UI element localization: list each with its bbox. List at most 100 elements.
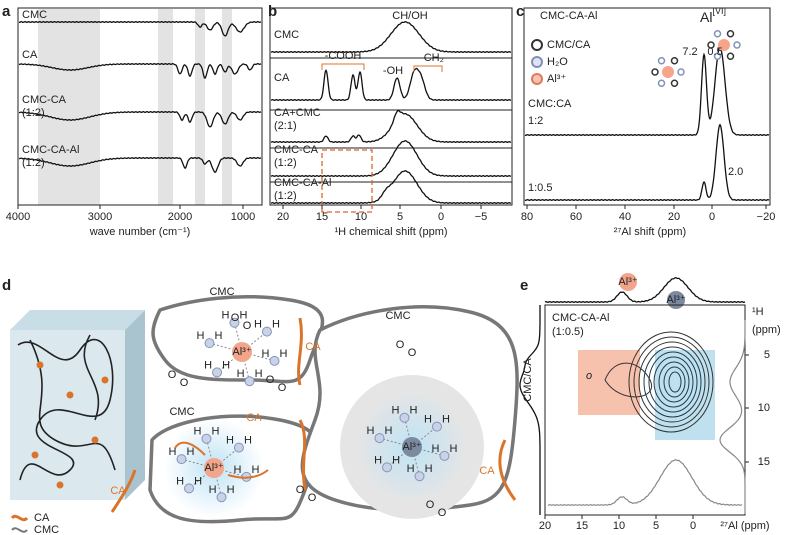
peak-value: 0.5 — [707, 46, 722, 58]
axis-label: ²⁷Al shift (ppm) — [614, 226, 686, 238]
x-tick-label: 5 — [653, 520, 659, 532]
h-atom: H — [425, 463, 433, 475]
water-oxygen — [439, 450, 450, 461]
cmc-label: CMC — [209, 286, 234, 298]
projection — [519, 305, 541, 515]
ca-node — [31, 451, 39, 459]
sample-label: CA+CMC — [274, 107, 321, 119]
trace — [719, 320, 746, 514]
legend-cmc — [11, 527, 28, 533]
y-tick-label: 10 — [758, 402, 770, 414]
water-oxygen — [229, 317, 240, 328]
legend-marker — [531, 56, 543, 68]
ca-node — [91, 436, 99, 444]
water-oxygen — [216, 492, 227, 503]
h-atom: H — [272, 319, 280, 331]
x-tick-label: 10 — [355, 211, 367, 223]
o-atom: O — [168, 369, 177, 381]
h-atom: H — [385, 425, 393, 437]
ca-node — [101, 376, 109, 384]
spectrum — [18, 63, 262, 79]
h-atom: H — [255, 368, 263, 380]
annotation: -COOH — [325, 50, 362, 62]
water-oxygen — [261, 326, 272, 337]
axis-label: (ppm) — [752, 324, 781, 336]
water-oxygen — [212, 367, 223, 378]
h-atom: H — [254, 319, 262, 331]
legend-marker — [531, 73, 543, 85]
cmc-label: CMC — [385, 310, 410, 322]
h-atom: H — [215, 330, 223, 342]
contour — [658, 361, 690, 403]
water-oxygen — [269, 355, 280, 366]
h-atom: H — [169, 446, 177, 458]
o-atom: O — [296, 484, 305, 496]
ca-node — [56, 481, 64, 489]
y-tick-label: 15 — [758, 456, 770, 468]
ion-icon — [718, 39, 730, 51]
o-atom: O — [231, 312, 240, 324]
water-oxygen — [382, 462, 393, 473]
annotation: -OH — [383, 65, 403, 77]
contour — [668, 371, 682, 393]
marker-label: o — [586, 370, 592, 382]
sample-label: CA — [22, 49, 38, 61]
h-atom: H — [194, 475, 202, 487]
legend-label: CMC — [34, 524, 59, 535]
water-oxygen — [399, 412, 410, 423]
h-atom: H — [187, 446, 195, 458]
x-tick-label: −20 — [757, 211, 776, 223]
sample-label: CMC — [22, 9, 47, 21]
ligand-icon — [713, 29, 722, 38]
x-tick-label: 3000 — [88, 211, 112, 223]
ion-label: Al³⁺ — [402, 441, 421, 453]
h-atom: H — [211, 426, 219, 438]
water-oxygen — [431, 421, 442, 432]
arrow — [174, 441, 206, 456]
legend-label: CA — [34, 512, 50, 524]
contour — [633, 336, 710, 428]
spectrum — [270, 109, 512, 143]
spectrum — [270, 67, 512, 101]
water-oxygen — [244, 376, 255, 387]
ca-label: CA — [246, 412, 262, 424]
h-atom: H — [391, 405, 399, 417]
axis-label: CMC/CA — [522, 358, 534, 402]
sample-ratio: (1:0.5) — [552, 326, 584, 338]
ligand-icon — [657, 56, 666, 65]
x-tick-label: 20 — [539, 520, 551, 532]
x-tick-label: 0 — [438, 211, 444, 223]
sample-ratio: (1:2) — [274, 157, 297, 169]
x-tick-label: 2000 — [168, 211, 192, 223]
x-tick-label: 60 — [570, 211, 582, 223]
x-tick-label: 15 — [576, 520, 588, 532]
h-atom: H — [227, 484, 235, 496]
peak-value: 2.0 — [728, 166, 743, 178]
region — [578, 350, 640, 415]
cmc-label: CMC — [169, 406, 194, 418]
x-tick-label: −5 — [475, 211, 488, 223]
spectrum — [524, 123, 770, 201]
sample-label: CMC — [274, 29, 299, 41]
h-atom: H — [374, 454, 382, 466]
h-atom: H — [209, 484, 217, 496]
ca-label: CA — [110, 485, 126, 497]
h-atom: H — [239, 310, 247, 322]
band — [222, 9, 232, 205]
contour — [628, 331, 714, 433]
ratio-header: CMC:CA — [528, 98, 572, 110]
frame — [17, 7, 263, 206]
cmc-chain — [151, 295, 325, 384]
h-atom: H — [252, 464, 260, 476]
ligand-icon — [651, 68, 659, 76]
ligand-icon — [726, 29, 735, 38]
ligand-icon — [733, 41, 741, 49]
legend-marker — [531, 39, 543, 51]
panel-label: b — [268, 3, 277, 20]
x-tick-label: 40 — [619, 211, 631, 223]
x-tick-label: 0 — [690, 520, 696, 532]
x-tick-label: 15 — [316, 211, 328, 223]
panel-label: e — [520, 277, 528, 294]
ca-chain — [297, 317, 303, 386]
